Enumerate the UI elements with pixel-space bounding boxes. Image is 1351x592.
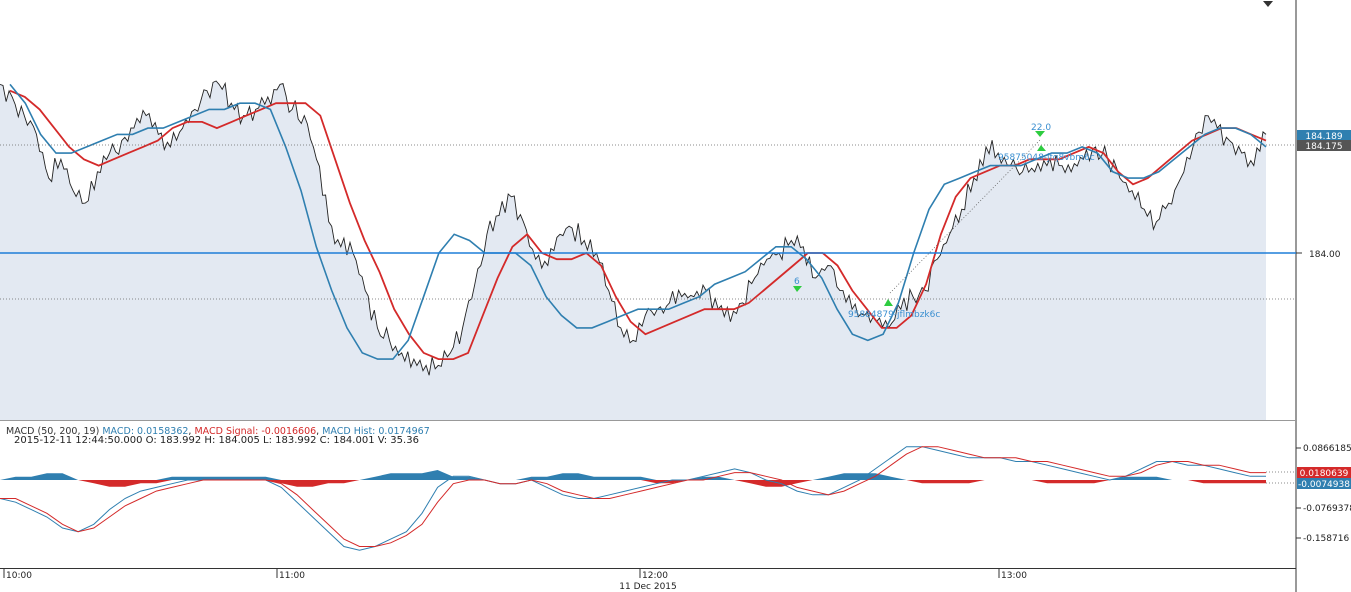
macd-lines — [0, 446, 1296, 551]
price-area-series — [0, 81, 1266, 420]
moving-average-blue — [9, 83, 1267, 360]
macd-tag-bg-2 — [1297, 478, 1351, 489]
time-tick-4: 13:00 — [1001, 571, 1027, 581]
price-line-series — [0, 80, 1267, 376]
price-tick-184: 184.00 — [1309, 250, 1341, 260]
date-label: 11 Dec 2015 — [619, 582, 677, 592]
macd-legend-macd: MACD: 0.0158362 — [102, 426, 189, 437]
macd-tag-2: -0.0074938 — [1298, 480, 1350, 490]
trade-marker-up-2 — [884, 299, 893, 306]
time-tick-1: 10:00 — [6, 571, 32, 581]
macd-histogram — [0, 470, 1266, 487]
macd-tick-3: -0.158716 — [1303, 534, 1349, 544]
macd-legend-signal: MACD Signal: -0.0016606 — [194, 426, 317, 437]
time-tick-3: 12:00 — [642, 571, 668, 581]
macd-tick-2: -0.0769378 — [1303, 504, 1351, 514]
trade-marker-down-2 — [793, 286, 802, 292]
price-tag-2: 184.175 — [1305, 142, 1342, 152]
macd-legend-prefix: MACD (50, 200, 19) — [6, 426, 100, 437]
macd-tick-1: 0.0866185 — [1303, 444, 1351, 454]
trade-annotation-3: 6 — [794, 277, 800, 287]
macd-legend: MACD (50, 200, 19) MACD: 0.0158362, MACD… — [6, 426, 430, 437]
price-line — [0, 80, 1267, 376]
price-tag-1: 184.189 — [1305, 132, 1342, 142]
trade-marker-up — [1037, 145, 1046, 151]
trade-marker-down — [1035, 131, 1045, 137]
trade-annotation-4: 95884879-jflmbzk6c — [848, 310, 940, 320]
macd-legend-hist: MACD Hist: 0.0174967 — [322, 426, 430, 437]
macd-tag-bg-1 — [1297, 467, 1351, 478]
macd-hist-negative — [0, 480, 1266, 487]
chart-menu-dropdown-icon[interactable] — [1263, 1, 1273, 7]
time-tick-2: 11:00 — [279, 571, 305, 581]
price-overlays: 22.0 95875048-jfq8vbm6c 6 95884879-jflmbzk6… — [0, 123, 1296, 320]
macd-hist-positive — [0, 470, 1266, 480]
macd-line — [0, 446, 1266, 551]
trade-annotation-2: 95875048-jfq8vbm6c — [998, 153, 1095, 163]
ohlc-readout: 2015-12-11 12:44:50.000 O: 183.992 H: 18… — [14, 435, 419, 446]
moving-average-red — [9, 89, 1267, 360]
price-tag-bg-1 — [1297, 130, 1351, 141]
macd-tag-1: 0.0180639 — [1300, 469, 1349, 479]
price-area-fill — [0, 81, 1266, 420]
trade-annotation-1: 22.0 — [1031, 123, 1051, 133]
price-tag-bg-2 — [1297, 140, 1351, 151]
macd-signal-line — [0, 446, 1266, 547]
